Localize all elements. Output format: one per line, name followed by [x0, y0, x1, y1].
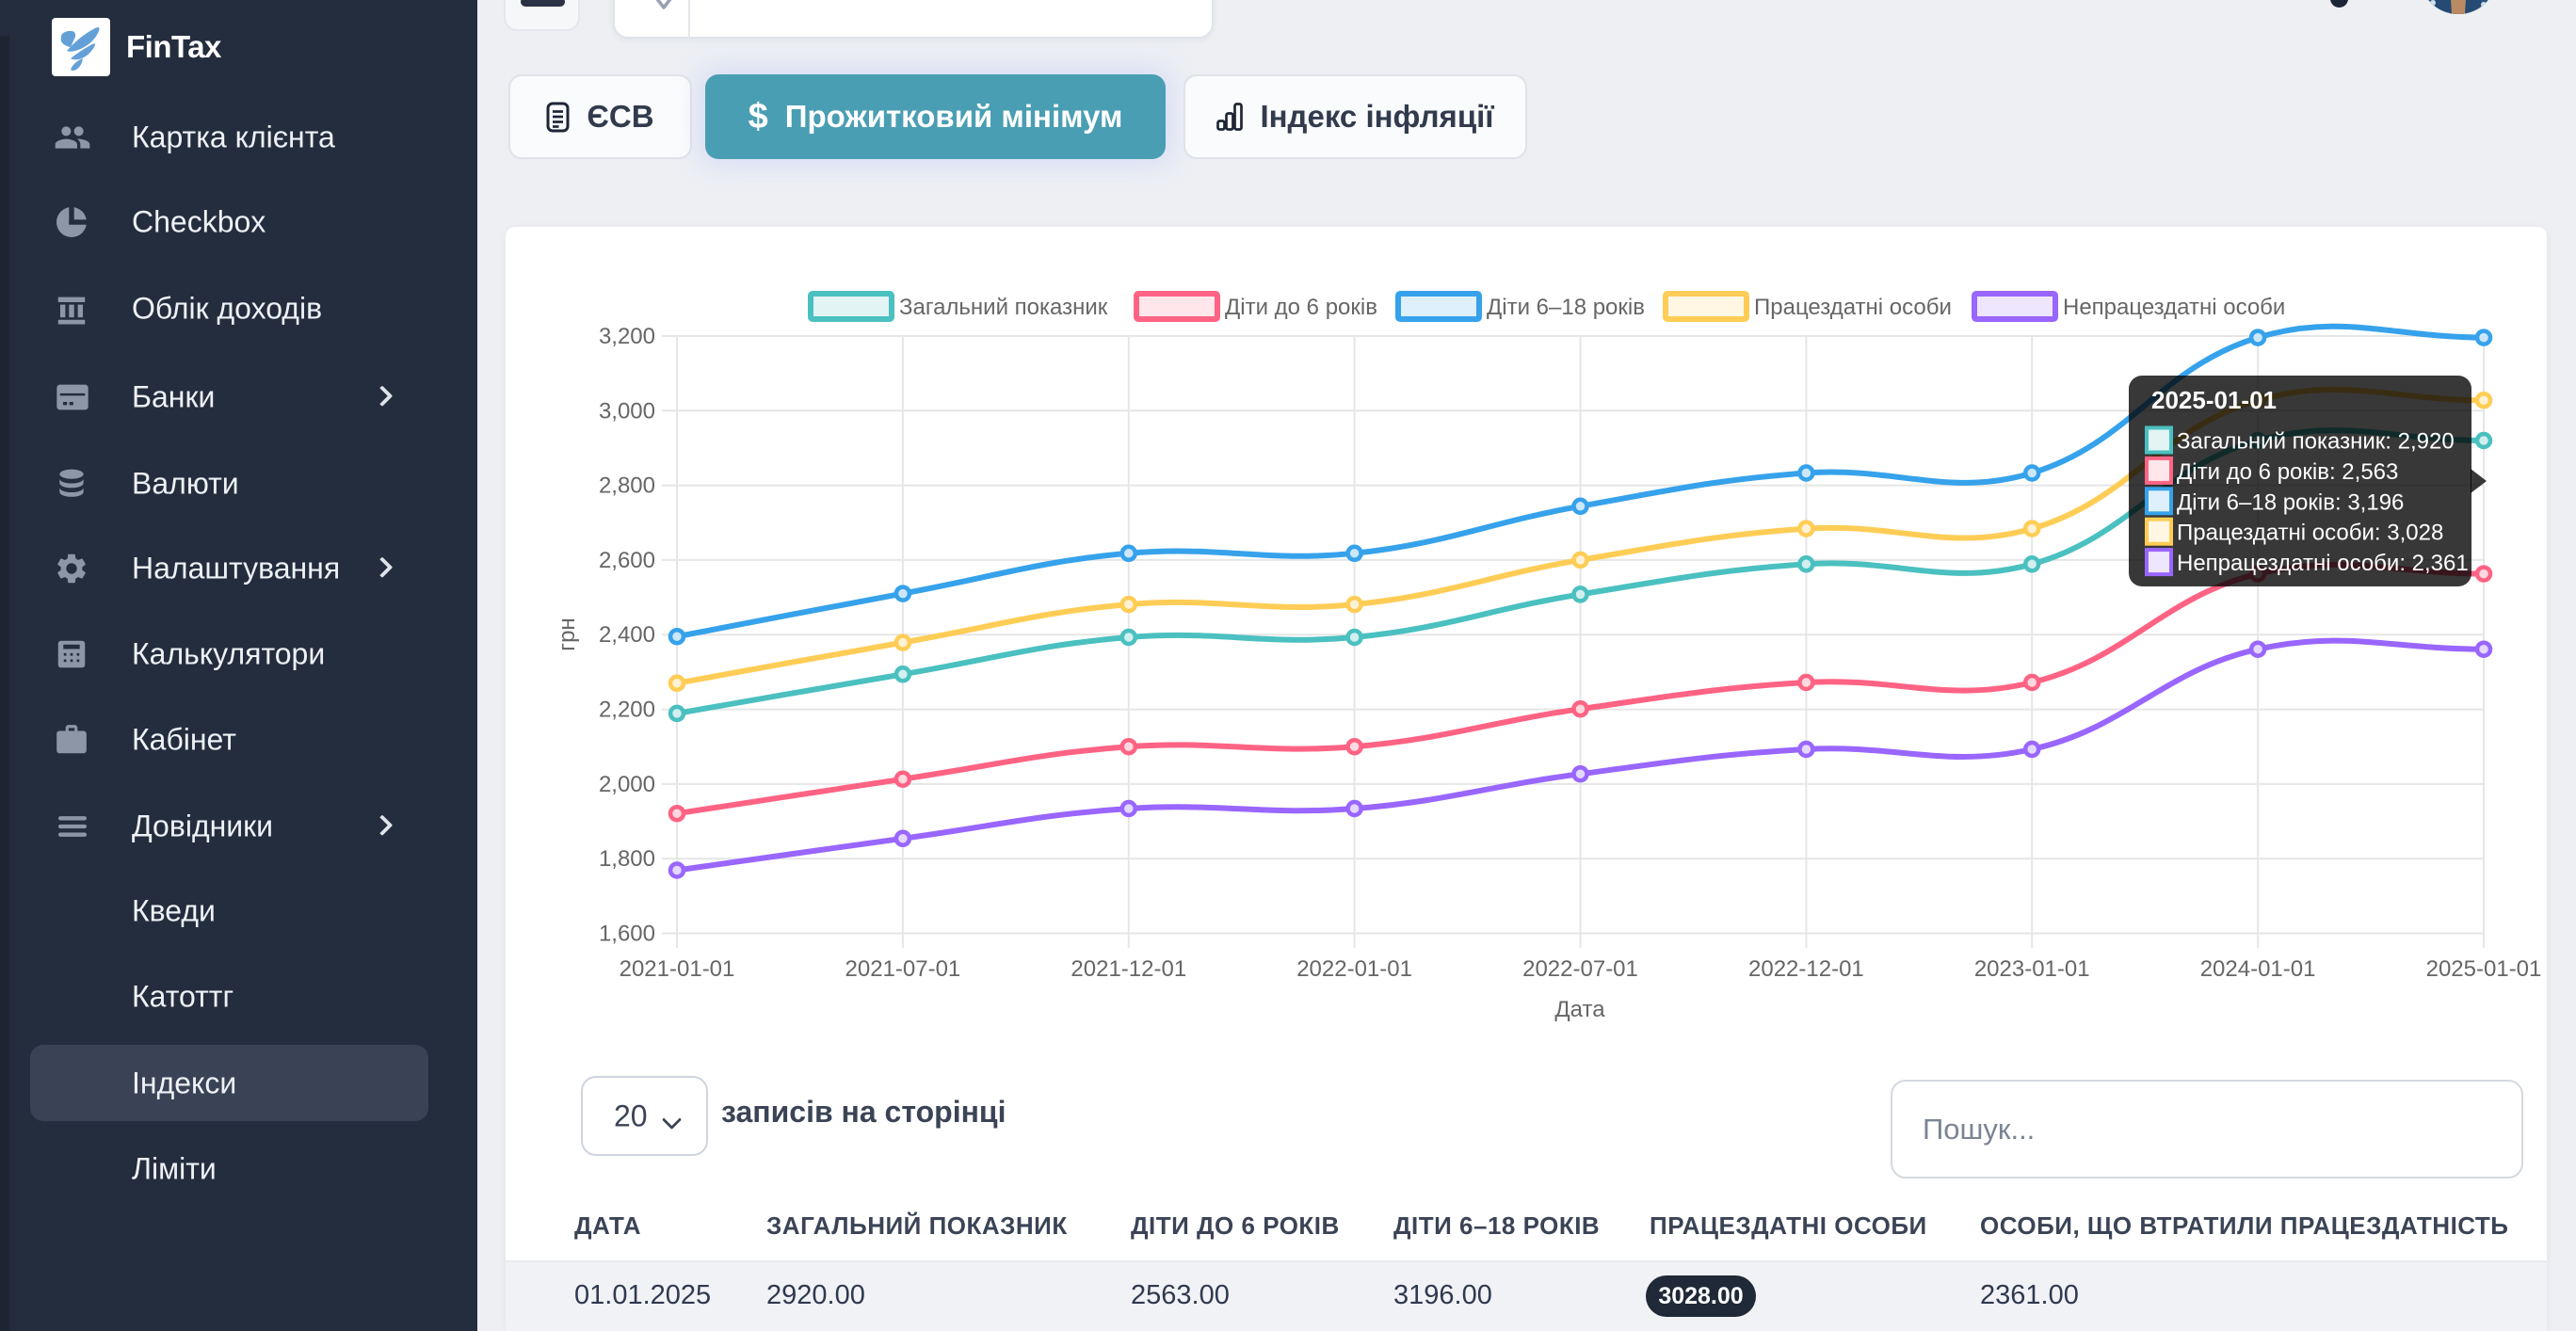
- svg-text:2024-01-01: 2024-01-01: [2200, 956, 2316, 982]
- svg-text:1,600: 1,600: [599, 922, 655, 947]
- svg-text:2021-01-01: 2021-01-01: [620, 956, 735, 982]
- svg-text:2022-07-01: 2022-07-01: [1522, 956, 1638, 982]
- svg-text:Діти 6–18 років: Діти 6–18 років: [1487, 295, 1645, 320]
- svg-text:2025-01-01: 2025-01-01: [2426, 956, 2542, 982]
- svg-text:1,800: 1,800: [599, 846, 655, 872]
- svg-text:Працездатні особи: Працездатні особи: [1754, 295, 1952, 320]
- svg-text:Діти до 6 років: 2,563: Діти до 6 років: 2,563: [2177, 459, 2398, 485]
- svg-text:2021-07-01: 2021-07-01: [845, 956, 961, 982]
- svg-text:Загальний показник: 2,920: Загальний показник: 2,920: [2177, 429, 2455, 455]
- svg-text:Непрацездатні особи: Непрацездатні особи: [2063, 295, 2285, 320]
- svg-text:2,800: 2,800: [599, 473, 655, 499]
- svg-text:Дата: Дата: [1554, 997, 1605, 1022]
- svg-text:Діти до 6 років: Діти до 6 років: [1225, 295, 1377, 320]
- svg-text:2,000: 2,000: [599, 772, 655, 797]
- svg-text:3,200: 3,200: [599, 324, 655, 349]
- svg-text:2025-01-01: 2025-01-01: [2151, 386, 2277, 414]
- svg-text:Діти 6–18 років: 3,196: Діти 6–18 років: 3,196: [2177, 489, 2404, 515]
- svg-text:Працездатні особи: 3,028: Працездатні особи: 3,028: [2177, 521, 2443, 546]
- svg-text:Загальний показник: Загальний показник: [899, 295, 1108, 320]
- svg-text:2,600: 2,600: [599, 548, 655, 573]
- svg-text:2023-01-01: 2023-01-01: [1974, 956, 2090, 982]
- svg-text:Непрацездатні особи: 2,361: Непрацездатні особи: 2,361: [2177, 551, 2469, 576]
- svg-text:2,200: 2,200: [599, 698, 655, 723]
- svg-text:2022-01-01: 2022-01-01: [1296, 956, 1412, 982]
- svg-text:грн: грн: [555, 617, 580, 650]
- svg-text:2021-12-01: 2021-12-01: [1071, 956, 1186, 982]
- svg-text:2,400: 2,400: [599, 622, 655, 648]
- svg-text:3,000: 3,000: [599, 398, 655, 424]
- svg-text:2022-12-01: 2022-12-01: [1748, 956, 1864, 982]
